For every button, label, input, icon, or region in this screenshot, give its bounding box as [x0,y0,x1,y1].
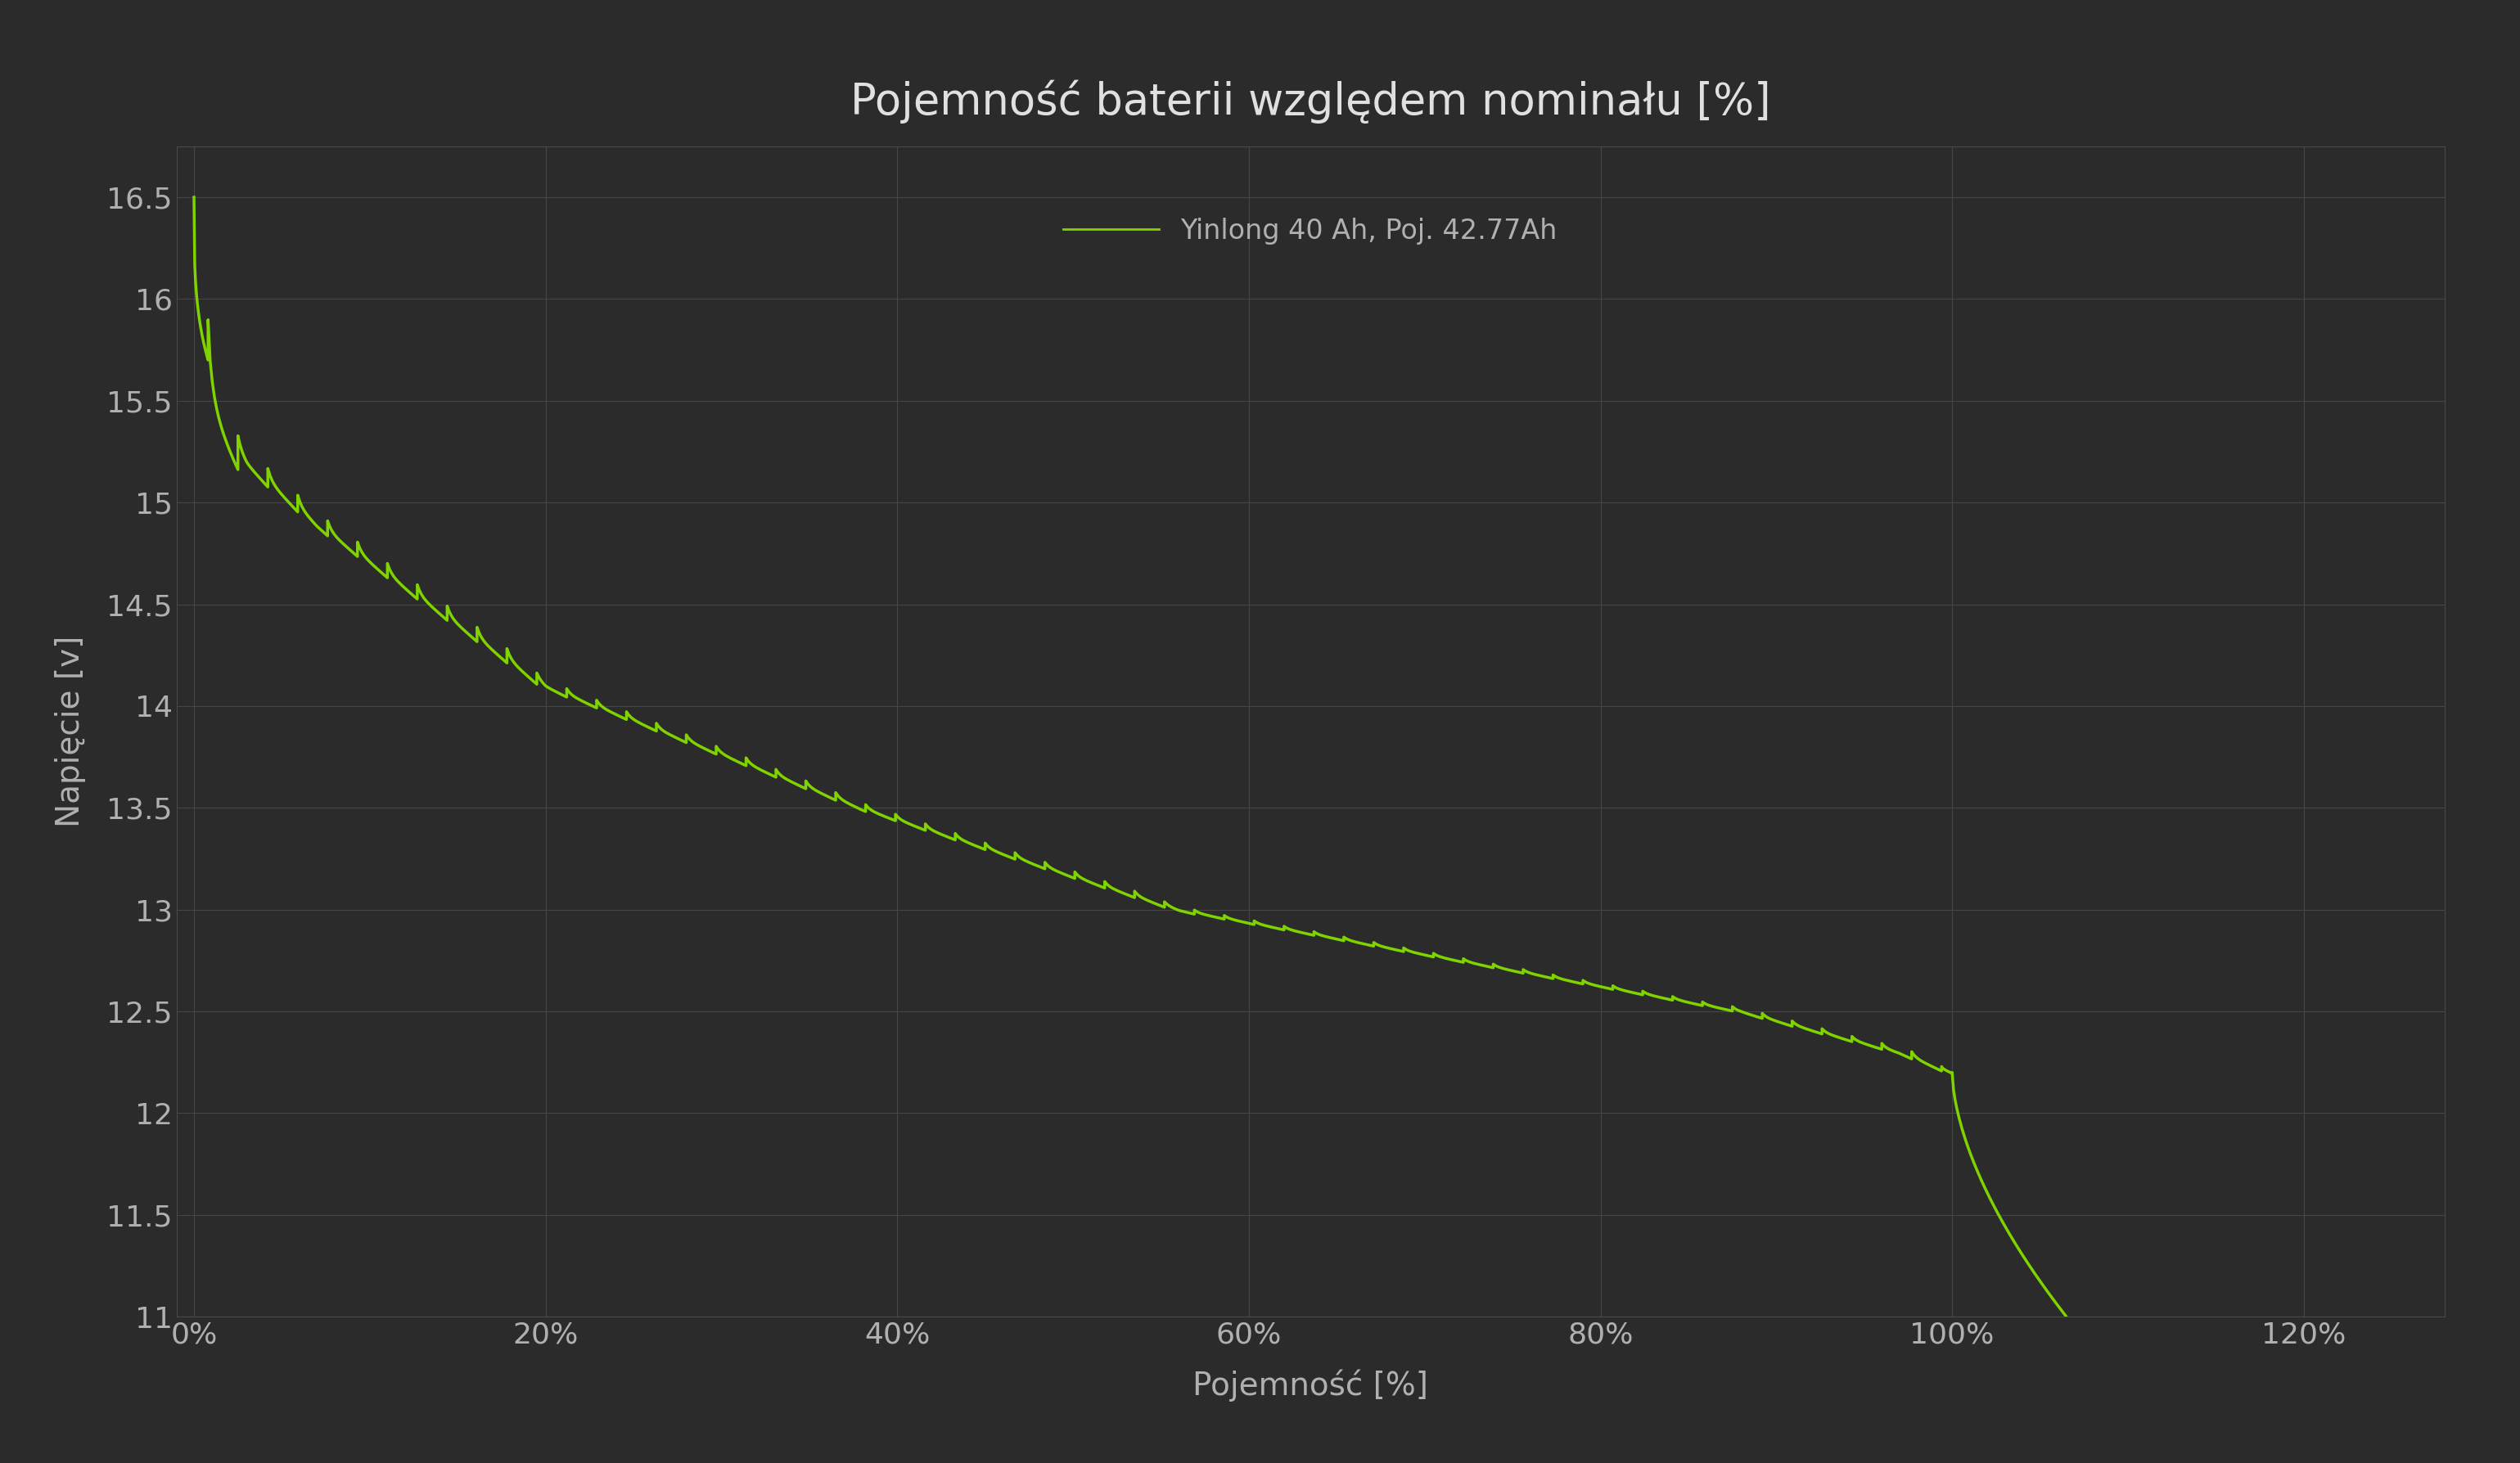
Yinlong 40 Ah, Poj. 42.77Ah [194,353,224,370]
Yinlong 40 Ah, Poj. 42.77Ah [179,189,209,206]
Legend: Yinlong 40 Ah, Poj. 42.77Ah: Yinlong 40 Ah, Poj. 42.77Ah [1053,206,1567,256]
Yinlong 40 Ah, Poj. 42.77Ah [905,819,935,837]
Yinlong 40 Ah, Poj. 42.77Ah [1167,903,1197,920]
Yinlong 40 Ah, Poj. 42.77Ah [2051,1308,2082,1325]
Yinlong 40 Ah, Poj. 42.77Ah [600,705,630,723]
Line: Yinlong 40 Ah, Poj. 42.77Ah: Yinlong 40 Ah, Poj. 42.77Ah [194,198,2066,1317]
Yinlong 40 Ah, Poj. 42.77Ah [829,793,859,811]
Y-axis label: Napięcie [v]: Napięcie [v] [55,635,86,828]
X-axis label: Pojemność [%]: Pojemność [%] [1192,1369,1429,1402]
Title: Pojemność baterii względem nominału [%]: Pojemność baterii względem nominału [%] [849,80,1772,123]
Yinlong 40 Ah, Poj. 42.77Ah [1961,1157,1991,1175]
